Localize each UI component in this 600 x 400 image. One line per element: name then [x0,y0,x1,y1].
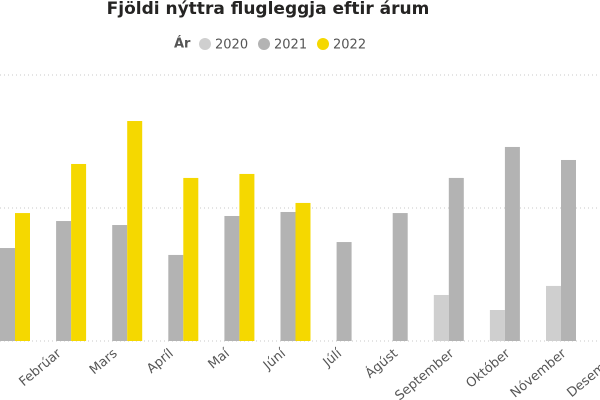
legend-label: 2021 [274,38,307,53]
bar [71,163,87,341]
x-tick-label: Febrúar [17,346,65,390]
bar [168,254,184,341]
bar [112,225,128,341]
bar [561,159,576,341]
bar [433,294,449,341]
x-tick-label: Mars [87,346,121,378]
bar [56,221,72,341]
bar [489,310,505,341]
legend-title: Ár [174,36,191,52]
x-tick-label: Júlí [320,346,345,371]
bar [127,121,143,341]
bar [183,177,199,341]
x-tick-label: Október [463,346,513,392]
bar [15,213,30,341]
bar [392,213,408,341]
bar [546,285,561,341]
bar [504,146,520,341]
x-tick-label: September [392,346,457,400]
legend-label: 2022 [333,38,366,53]
x-tick-label: Desember [564,346,600,400]
x-tick-label: Maí [206,346,233,372]
bar [295,202,311,341]
x-tick-label: Nóvember [508,346,570,400]
chart-title: Fjöldi nýttra flugleggja eftir árum [107,0,430,19]
x-tick-label: Júní [260,346,289,374]
legend-label: 2020 [215,38,248,53]
bar [224,215,240,341]
legend-marker [199,38,211,50]
x-tick-label: Apríl [144,346,176,377]
bar [336,242,352,341]
bar [0,248,15,341]
legend-marker [317,38,329,50]
legend-marker [258,38,270,50]
bar [239,173,255,341]
x-tick-label: Ágúst [362,345,401,381]
bar [280,211,296,341]
bar [448,177,464,341]
